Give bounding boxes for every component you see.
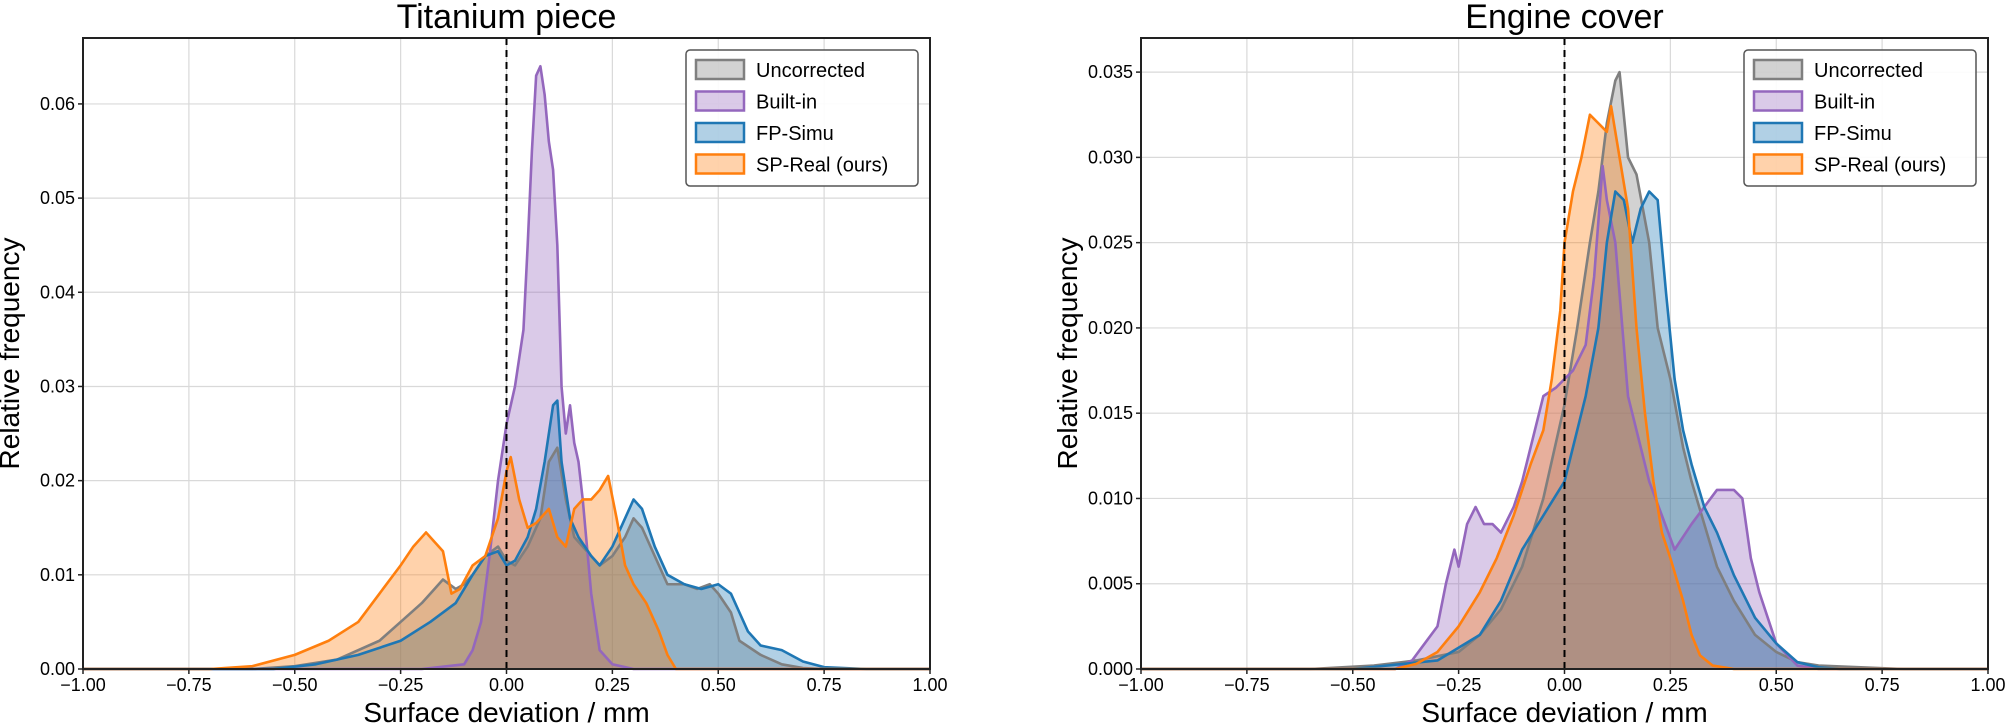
x-tick-label: −0.25 [378,675,424,695]
x-tick-label: 1.00 [912,675,947,695]
y-tick-label: 0.010 [1088,488,1133,508]
x-tick-label: 0.25 [595,675,630,695]
titanium-piece-panel: −1.00 −0.75 −0.50 −0.25 0.00 0.25 0.50 0.75 1.00… [0,0,948,725]
x-tick-label: −1.00 [60,675,106,695]
series-area-fp-simu [83,400,930,669]
y-tick-label: 0.035 [1088,62,1133,82]
x-tick-label: 0.50 [701,675,736,695]
x-tick-label: −0.75 [166,675,212,695]
x-tick-label: 0.00 [489,675,524,695]
legend: Uncorrected Built-in FP-Simu SP-Real (ours) [1743,49,1977,187]
y-tick-label: 0.030 [1088,147,1133,167]
x-tick-label: 0.75 [1865,675,1900,695]
series-line-built-in [83,64,930,671]
legend-box [1743,49,1977,187]
panel-title: Engine cover [1465,0,1663,36]
x-tick-label: 1.00 [1970,675,2005,695]
legend-label-sp-real-ours: SP-Real (ours) [1814,155,1946,177]
legend-swatch-built-in [694,90,746,112]
x-tick-label: −0.50 [272,675,318,695]
series-area-built-in [1141,165,1988,669]
y-tick-label: 0.04 [40,282,75,302]
x-tick-label: −1.00 [1118,675,1164,695]
series-line-sp-real-ours [83,455,930,671]
series-line-sp-real-ours [1141,104,1988,671]
legend-swatch-built-in [1752,90,1804,112]
y-tick-label: 0.02 [40,471,75,491]
series-line-uncorrected [1141,70,1988,671]
y-tick-label: 0.06 [40,94,75,114]
y-tick-label: 0.000 [1088,659,1133,679]
y-axis-label: Relative frequency [0,238,25,470]
legend-label-sp-real-ours: SP-Real (ours) [756,155,888,177]
legend-label-built-in: Built-in [756,92,817,114]
engine-cover-panel: −1.00 −0.75 −0.50 −0.25 0.00 0.25 0.50 0.75 1.00… [1052,0,2006,725]
x-tick-label: 0.25 [1653,675,1688,695]
x-axis-label: Surface deviation / mm [363,697,649,725]
legend-swatch-sp-real-ours [1752,153,1804,175]
series-area-fp-simu [1141,191,1988,670]
y-tick-label: 0.005 [1088,574,1133,594]
series-area-uncorrected [1141,72,1988,670]
legend-label-fp-simu: FP-Simu [1814,123,1892,145]
legend-swatch-fp-simu [694,121,746,144]
x-tick-label: −0.25 [1436,675,1482,695]
y-tick-label: 0.025 [1088,233,1133,253]
legend-label-fp-simu: FP-Simu [756,123,834,145]
legend-label-built-in: Built-in [1814,92,1875,114]
panel-title: Titanium piece [397,0,617,36]
x-tick-label: 0.75 [807,675,842,695]
series-line-built-in [1141,164,1988,671]
legend-swatch-uncorrected [694,58,746,81]
legend-label-uncorrected: Uncorrected [1814,60,1923,82]
legend-swatch-uncorrected [1752,58,1804,81]
y-tick-label: 0.01 [40,565,75,585]
x-tick-label: 0.00 [1547,675,1582,695]
legend-label-uncorrected: Uncorrected [756,60,865,82]
series-area-uncorrected [83,447,930,669]
legend-swatch-sp-real-ours [694,153,746,175]
y-axis-label: Relative frequency [1052,238,1083,470]
x-tick-label: 0.50 [1759,675,1794,695]
y-tick-label: 0.00 [40,659,75,679]
legend-box [685,49,919,187]
y-tick-label: 0.05 [40,188,75,208]
series-line-fp-simu [83,399,930,671]
x-axis-label: Surface deviation / mm [1421,697,1707,725]
legend: Uncorrected Built-in FP-Simu SP-Real (ours) [685,49,919,187]
y-tick-label: 0.03 [40,376,75,396]
x-tick-label: −0.50 [1330,675,1376,695]
series-line-fp-simu [1141,190,1988,671]
y-tick-label: 0.015 [1088,403,1133,423]
legend-swatch-fp-simu [1752,121,1804,144]
x-tick-label: −0.75 [1224,675,1270,695]
y-tick-label: 0.020 [1088,318,1133,338]
